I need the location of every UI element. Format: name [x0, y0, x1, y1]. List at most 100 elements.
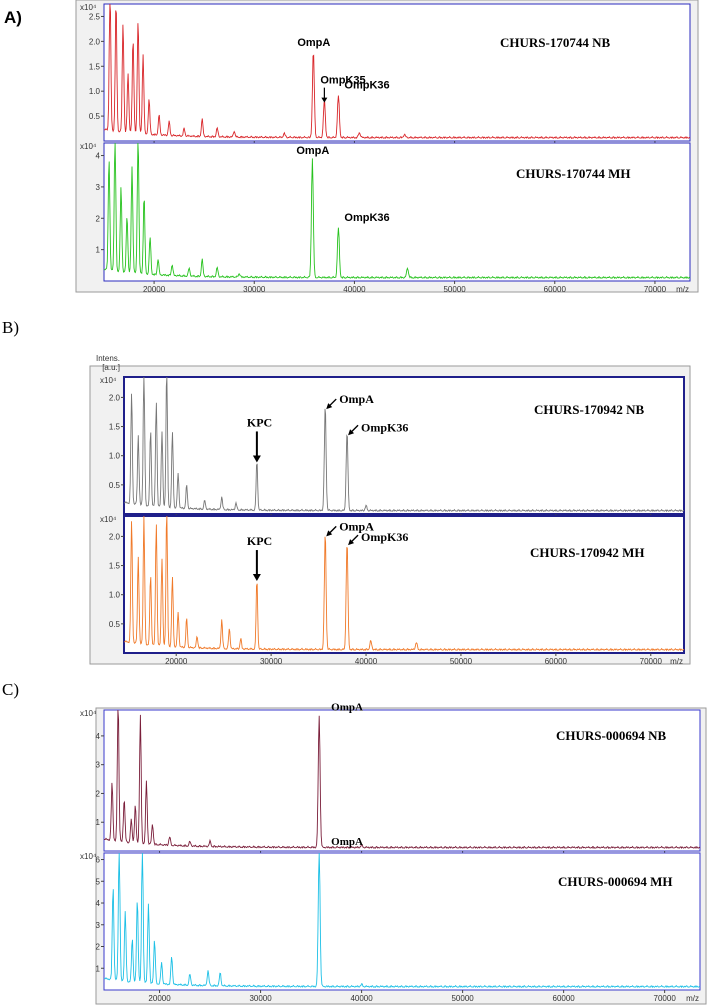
- y-tick-label: 1.0: [109, 591, 121, 600]
- y-tick-label: 3: [96, 921, 101, 930]
- plot-area: [123, 515, 685, 654]
- annotation-label: OmpA: [331, 702, 363, 714]
- panel-label-b: B): [2, 318, 19, 337]
- x-unit-label: m/z: [686, 994, 699, 1003]
- y-tick-label: 2.5: [89, 12, 101, 21]
- spectrum-title: CHURS-000694 NB: [556, 728, 666, 743]
- annotation-label: OmpK36: [361, 530, 408, 544]
- spectrum-trace: [103, 142, 691, 280]
- annotation-arrowhead: [252, 455, 261, 463]
- plot-area: [103, 3, 691, 142]
- spectrum-5: 1 2 3 4 x10⁴ CHURS-000694 NB OmpA: [80, 702, 701, 854]
- x-tick-label: 30000: [249, 994, 272, 1003]
- x-tick-label: 50000: [451, 994, 474, 1003]
- y-exponent-label: x10⁴: [100, 515, 117, 524]
- y-tick-label: 1.5: [109, 562, 121, 571]
- y-tick-label: 1.0: [89, 87, 101, 96]
- y-axis-title: Intens.: [96, 354, 120, 363]
- y-tick-label: 6: [96, 856, 101, 865]
- annotation-label: OmpK36: [344, 212, 389, 224]
- annotation-label: OmpK36: [344, 80, 389, 92]
- y-tick-label: 4: [96, 899, 101, 908]
- y-exponent-label: x10⁴: [80, 142, 97, 151]
- y-tick-label: 2.0: [109, 532, 121, 541]
- y-tick-label: 4: [96, 152, 101, 161]
- annotation-label: OmpK35: [320, 75, 365, 87]
- y-tick-label: 2.0: [89, 37, 101, 46]
- plot-area: [103, 852, 701, 991]
- y-tick-label: 5: [96, 877, 101, 886]
- annotation-label: OmpA: [296, 145, 329, 157]
- spectrum-4: 0.5 1.0 1.5 2.0 x10⁴ CHURS-170942 MH KPC OmpAOm…: [100, 515, 685, 666]
- spectrum-trace: [103, 852, 701, 989]
- spectrum-title: CHURS-000694 MH: [558, 874, 672, 889]
- x-tick-label: 20000: [148, 994, 171, 1003]
- annotation-arrowhead: [321, 97, 328, 103]
- annotation-label: KPC: [247, 415, 272, 429]
- panel-label-a: A): [4, 8, 22, 27]
- x-tick-label: 70000: [640, 657, 663, 666]
- y-tick-label: 2: [96, 214, 101, 223]
- panel-group-2: 0.5 1.0 1.5 2.0 x10⁴ Intens.[a.u.] CHURS-17094…: [89, 354, 691, 666]
- annotation-arrowhead: [348, 539, 355, 546]
- x-unit-label: m/z: [676, 285, 689, 294]
- y-tick-label: 1.0: [109, 452, 121, 461]
- x-tick-label: 50000: [450, 657, 473, 666]
- x-tick-label: 20000: [165, 657, 188, 666]
- y-tick-label: 4: [96, 732, 101, 741]
- plot-area: [103, 709, 701, 852]
- y-tick-label: 2: [96, 943, 101, 952]
- spectrum-title: CHURS-170744 NB: [500, 35, 610, 50]
- y-tick-label: 1: [96, 818, 101, 827]
- annotation-label: OmpA: [339, 392, 374, 406]
- annotation-arrowhead: [252, 574, 261, 582]
- x-tick-label: 60000: [545, 657, 568, 666]
- y-tick-label: 1.5: [109, 423, 121, 432]
- annotation-label: OmpA: [331, 836, 363, 848]
- panel-label-c: C): [2, 680, 19, 699]
- x-tick-label: 20000: [143, 285, 166, 294]
- x-tick-label: 40000: [355, 657, 378, 666]
- y-tick-label: 2.0: [109, 393, 121, 402]
- y-tick-label: 3: [96, 183, 101, 192]
- y-tick-label: 0.5: [109, 481, 121, 490]
- plot-area: [123, 376, 685, 515]
- y-exponent-label: x10⁴: [80, 3, 97, 12]
- x-tick-label: 40000: [343, 285, 366, 294]
- annotation-label: OmpA: [297, 37, 330, 49]
- spectrum-title: CHURS-170942 NB: [534, 402, 644, 417]
- y-tick-label: 0.5: [109, 620, 121, 629]
- y-tick-label: 2: [96, 789, 101, 798]
- x-tick-label: 70000: [654, 994, 677, 1003]
- y-axis-title: [a.u.]: [102, 363, 120, 372]
- spectrum-trace: [123, 515, 685, 652]
- annotation-arrowhead: [326, 530, 333, 537]
- spectrum-trace: [103, 709, 701, 850]
- annotation-arrowhead: [348, 429, 355, 436]
- x-tick-label: 30000: [243, 285, 266, 294]
- y-exponent-label: x10⁴: [80, 709, 97, 718]
- spectrum-3: 0.5 1.0 1.5 2.0 x10⁴ Intens.[a.u.] CHURS-17094…: [96, 354, 685, 517]
- annotation-arrowhead: [326, 403, 333, 410]
- spectrum-trace: [123, 376, 685, 513]
- spectrum-title: CHURS-170744 MH: [516, 166, 630, 181]
- spectrum-title: CHURS-170942 MH: [530, 545, 644, 560]
- annotation-label: OmpK36: [361, 420, 408, 434]
- y-tick-label: 1.5: [89, 62, 101, 71]
- x-tick-label: 60000: [553, 994, 576, 1003]
- annotation-label: KPC: [247, 534, 272, 548]
- x-tick-label: 30000: [260, 657, 283, 666]
- plot-area: [103, 142, 691, 282]
- y-exponent-label: x10⁴: [100, 376, 117, 385]
- x-tick-label: 60000: [544, 285, 567, 294]
- x-tick-label: 70000: [644, 285, 667, 294]
- y-tick-label: 3: [96, 761, 101, 770]
- y-tick-label: 1: [96, 964, 101, 973]
- y-exponent-label: x10⁴: [80, 852, 97, 861]
